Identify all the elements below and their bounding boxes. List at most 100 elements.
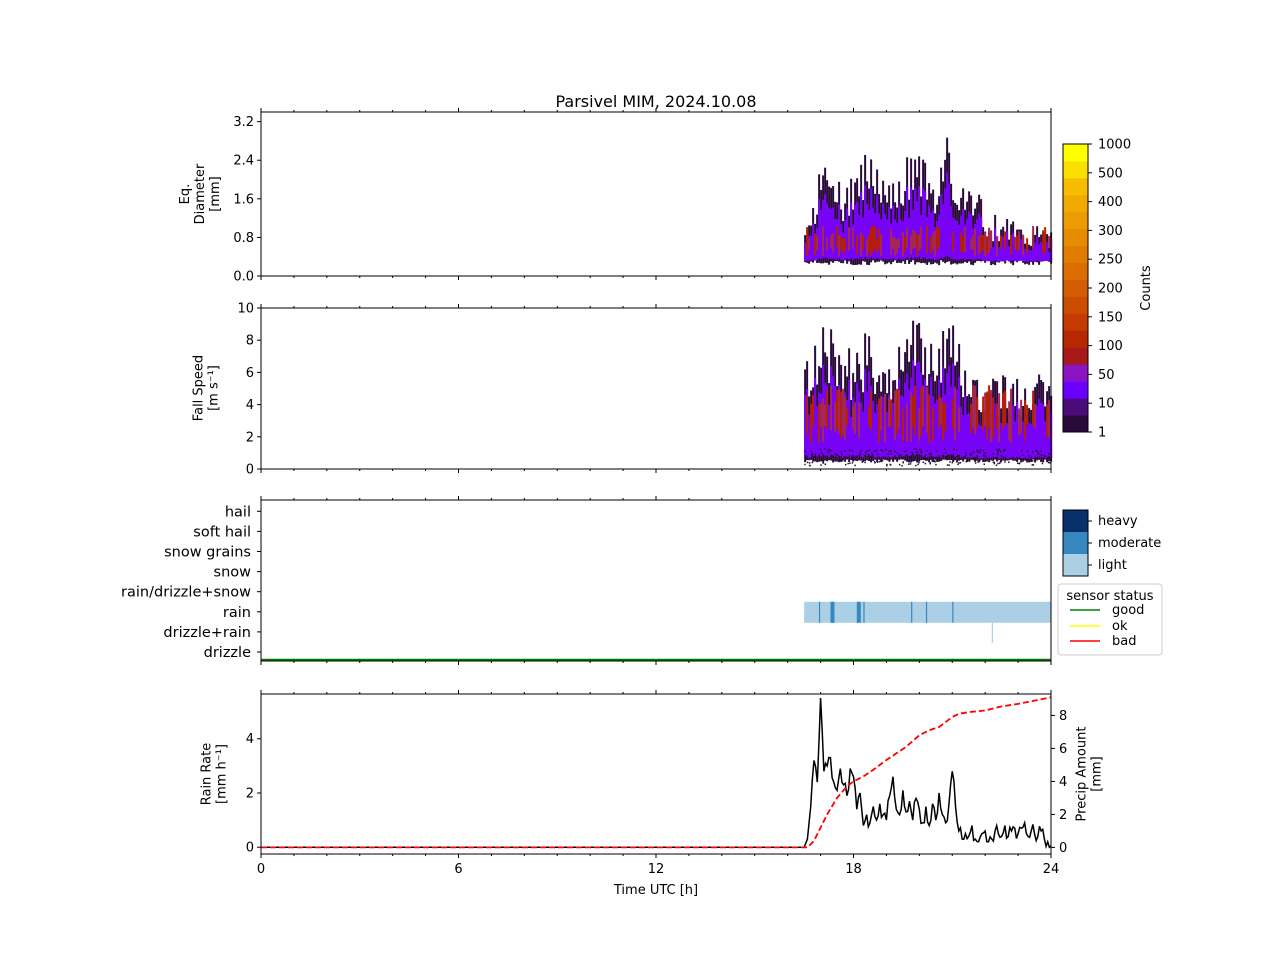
good-label: good [1112,603,1144,618]
diameter-heatmap [804,137,1053,266]
heavy-label: heavy [1098,514,1138,529]
status-legend-box [1057,583,1163,656]
ok-label: ok [1112,619,1128,634]
y-tick-label: 2 [246,786,254,801]
rain-rate-lines [261,696,1052,850]
rain-rate-y-label: Rain Rate[mm h⁻¹] [200,743,230,806]
light-swatch [1063,554,1088,576]
rain-moderate-mark [952,601,954,623]
colorbar-block [1063,228,1088,247]
precip-type-label: rain [223,605,251,621]
fall-speed-panel: 0 2 4 6 8 10 Fall Speed[m s⁻¹] [192,302,1053,478]
diameter-y-ticks: 0.0 0.8 1.6 2.4 3.2 [233,115,261,285]
y2-tick-label: 6 [1059,742,1067,757]
colorbar-tick-label: 1000 [1098,138,1131,153]
colorbar-block [1063,313,1088,331]
heavy-swatch [1063,510,1088,532]
drizzle-rain-mark [991,621,993,643]
y-tick-label: 3.2 [233,115,254,130]
x-tick-label: 6 [454,862,462,877]
precip-type-label: snow [214,565,252,581]
chart-title: Parsivel MIM, 2024.10.08 [555,92,756,111]
rain-moderate-mark [818,601,821,623]
x-tick-label: 18 [845,862,862,877]
x-axis-label: Time UTC [h] [613,883,698,898]
diameter-x-ticks [260,108,1052,280]
rain-moderate-mark [925,601,928,623]
rain-rate-line [261,698,1052,850]
colorbar-block [1063,245,1088,264]
colorbar-tick-label: 1 [1098,426,1106,441]
y2-tick-label: 0 [1059,841,1067,856]
colorbar-block [1063,364,1088,382]
colorbar-block [1063,279,1088,297]
rain-rate-axes-frame [260,693,1052,855]
precip-type-label: soft hail [193,524,251,540]
colorbar-ticks: 1 10 50 100 150 200 250 300 400 500 1000 [1088,138,1131,441]
y-tick-label: 4 [246,398,254,413]
y-tick-label: 10 [237,302,254,317]
rain-moderate-mark [863,601,865,623]
y2-tick-label: 2 [1059,808,1067,823]
diameter-panel: 0.0 0.8 1.6 2.4 3.2 Eq.Diameter[mm] [178,108,1053,285]
precip-amount-y-label: Precip Amount[mm] [1075,727,1105,822]
diameter-y-label: Eq.Diameter[mm] [178,163,223,224]
x-tick-label: 24 [1043,862,1060,877]
colorbar-blocks [1063,144,1088,433]
colorbar-tick-label: 300 [1098,224,1123,239]
precip-type-panel: drizzle drizzle+rain rain rain/drizzle+snow… [121,496,1052,665]
precip-type-label: rain/drizzle+snow [121,585,251,601]
colorbar-block [1063,194,1088,213]
y-tick-label: 2.4 [233,154,254,169]
y-tick-label: 6 [246,366,254,381]
colorbar-tick-label: 150 [1098,310,1123,325]
y-tick-label: 8 [246,334,254,349]
colorbar-tick-label: 50 [1098,368,1115,383]
y2-tick-label: 4 [1059,775,1067,790]
fall-speed-heatmap [804,320,1053,467]
rain-moderate-mark [856,601,861,623]
precip-amount-line [261,696,1052,849]
x-tick-label: 12 [648,862,665,877]
precip-type-label: drizzle+rain [163,625,251,641]
rain-rate-y-ticks: 0 2 4 [246,732,261,856]
colorbar-tick-label: 10 [1098,397,1115,412]
colorbar-block [1063,144,1088,162]
y-tick-label: 2 [246,430,254,445]
precip-type-label: hail [225,504,251,520]
y-tick-label: 1.6 [233,192,254,207]
colorbar-block [1063,160,1088,179]
precip-type-y-ticks: drizzle drizzle+rain rain rain/drizzle+snow… [121,504,261,661]
colorbar-tick-label: 100 [1098,339,1123,354]
precip-type-axes-frame [260,499,1052,662]
rain-light-band [804,601,1051,623]
y-tick-label: 0 [246,463,254,478]
y-tick-label: 0.0 [233,270,254,285]
precip-type-bands [261,601,1051,662]
y-tick-label: 0 [246,841,254,856]
moderate-label: moderate [1098,536,1161,551]
colorbar-block [1063,211,1088,230]
x-tick-label: 0 [257,862,265,877]
moderate-swatch [1063,532,1088,554]
colorbar-block [1063,177,1088,196]
colorbar-block [1063,381,1088,399]
light-label: light [1098,558,1127,573]
y-tick-label: 4 [246,732,254,747]
y2-tick-label: 8 [1059,709,1067,724]
rain-moderate-mark [832,601,834,623]
precip-amount-y-ticks: 0 2 4 6 8 [1051,709,1067,856]
colorbar-block [1063,330,1088,348]
fall-speed-y-ticks: 0 2 4 6 8 10 [237,302,261,478]
colorbar-tick-label: 250 [1098,253,1123,268]
colorbar-tick-label: 500 [1098,166,1123,181]
colorbar-label: Counts [1139,265,1154,311]
colorbar-block [1063,262,1088,281]
precip-type-label: drizzle [204,645,251,661]
rain-moderate-mark [911,601,913,623]
colorbar-block [1063,347,1088,365]
bad-label: bad [1112,634,1136,649]
colorbar-block [1063,398,1088,416]
